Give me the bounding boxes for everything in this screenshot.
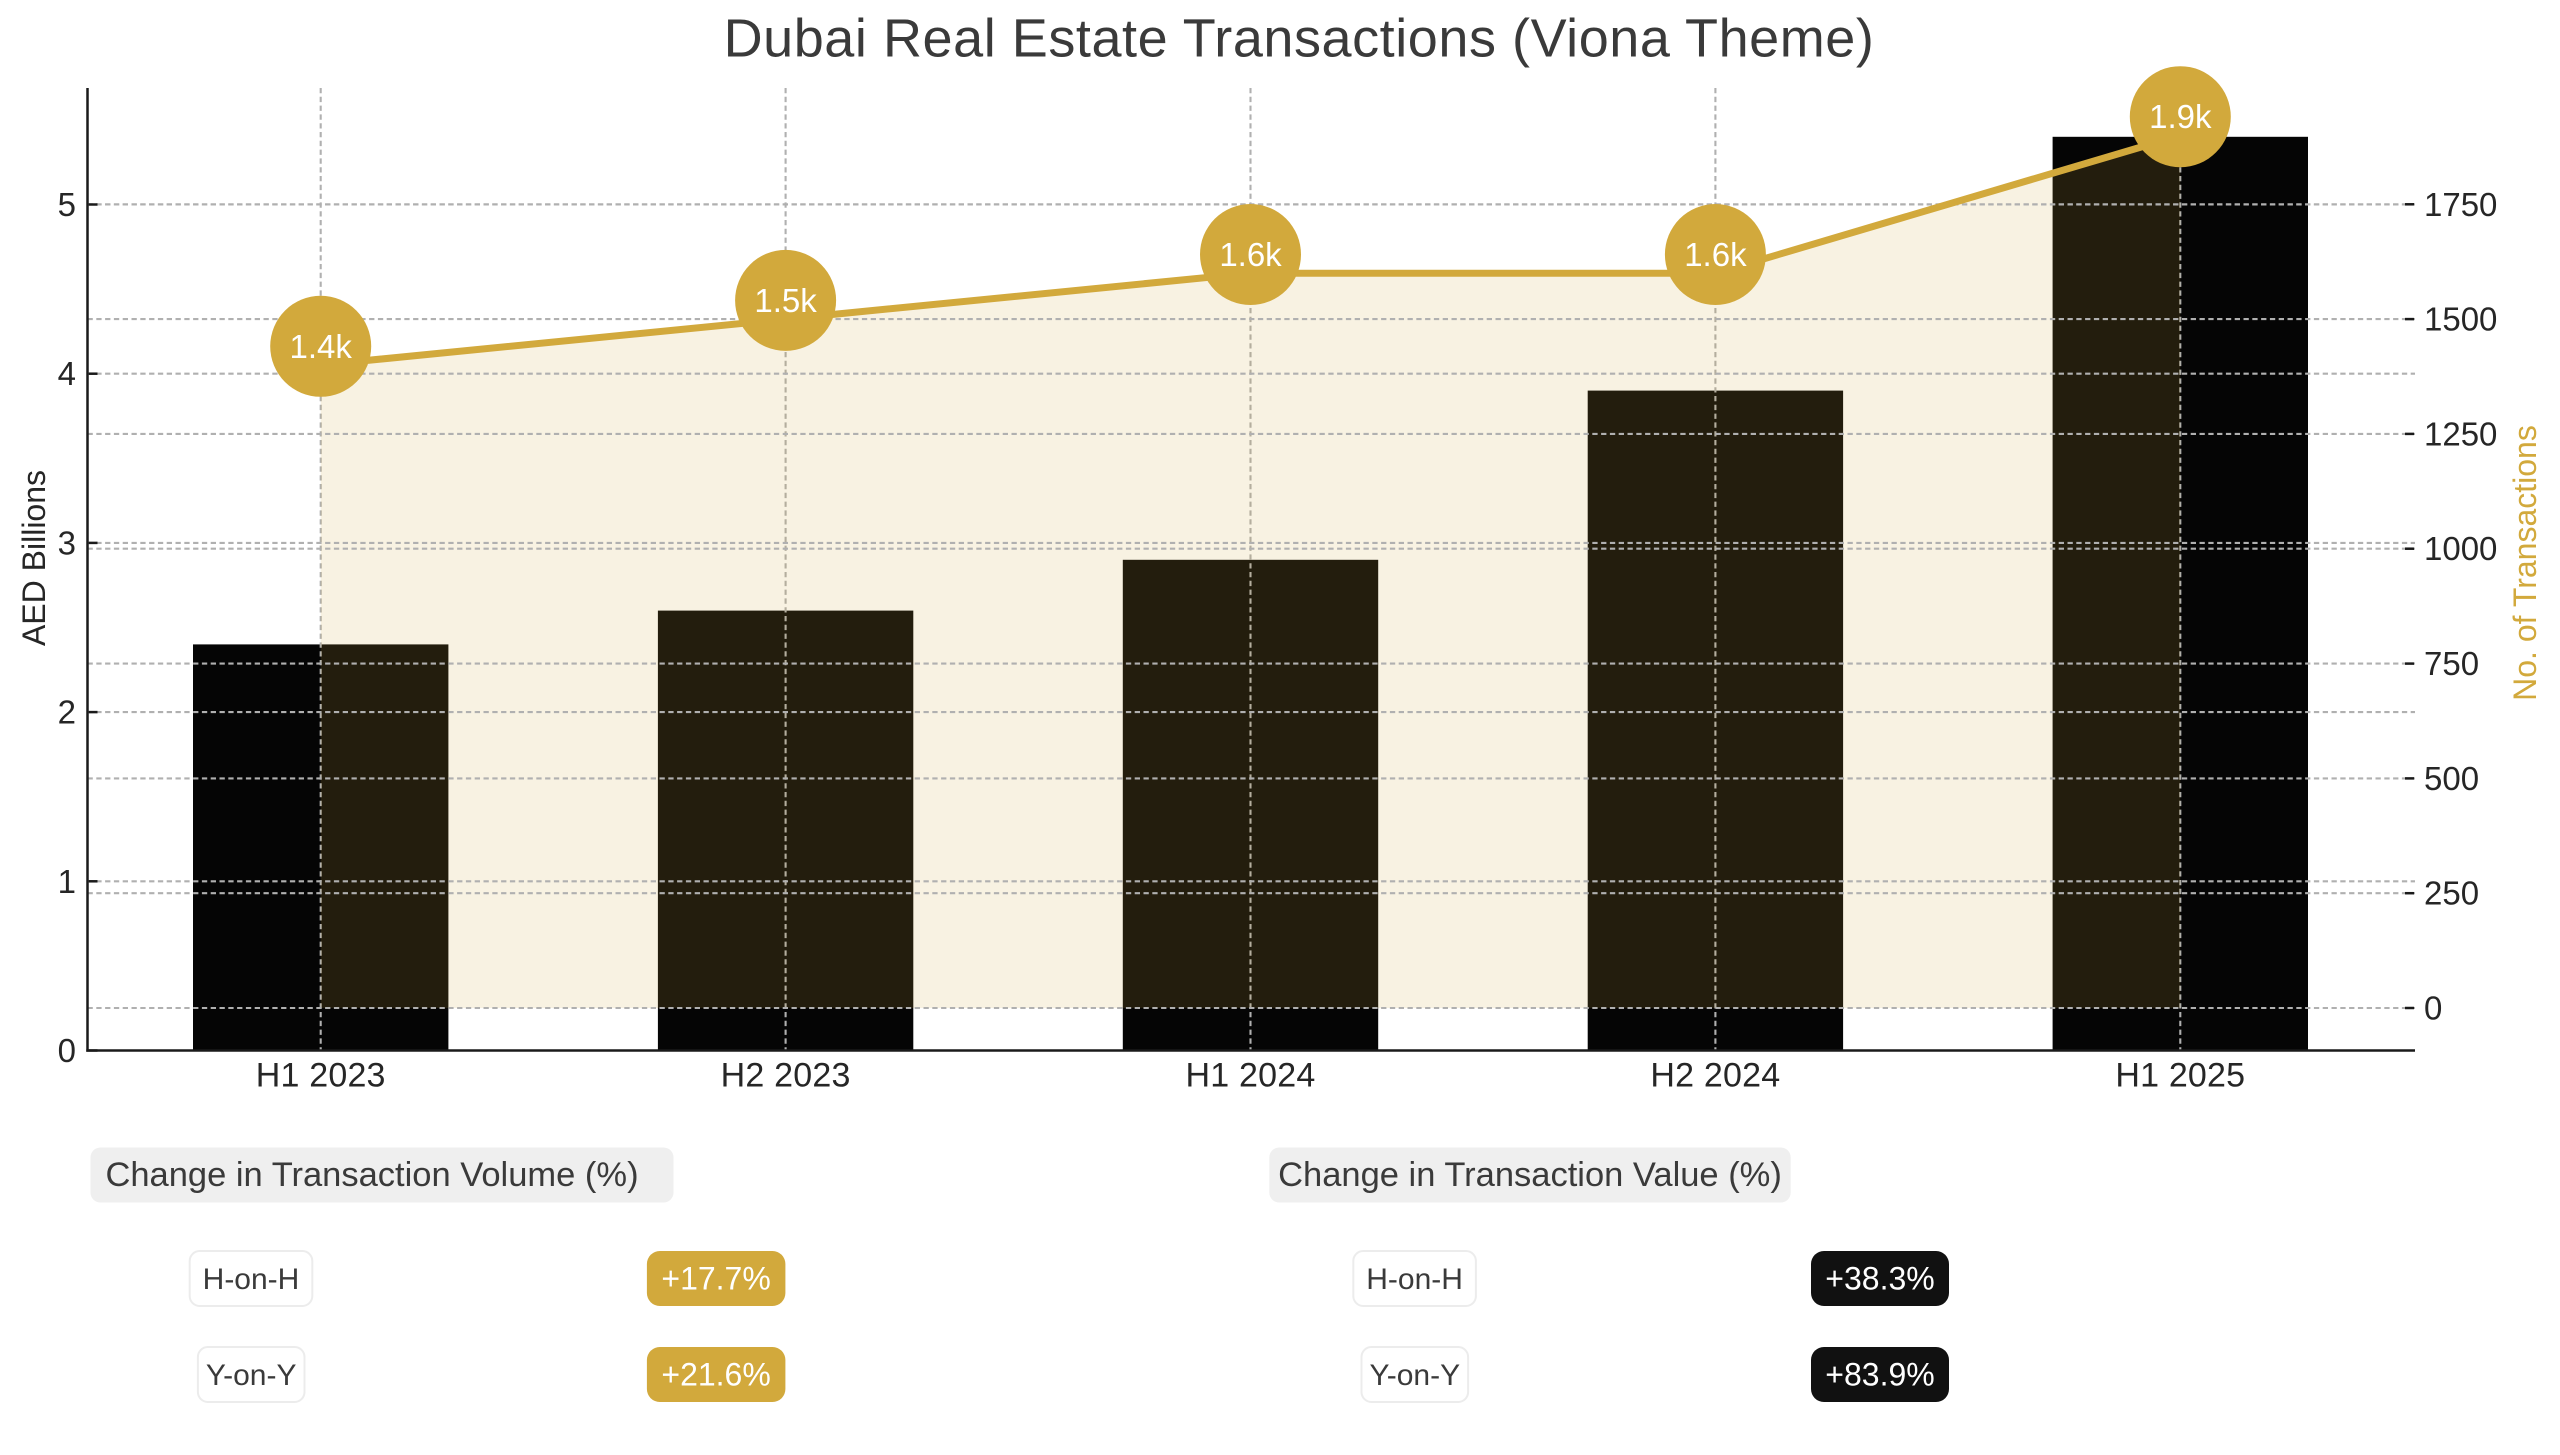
svg-text:H2 2024: H2 2024 xyxy=(1650,1056,1780,1094)
svg-text:+17.7%: +17.7% xyxy=(661,1261,770,1297)
svg-text:750: 750 xyxy=(2424,645,2479,682)
svg-text:+38.3%: +38.3% xyxy=(1825,1261,1934,1297)
svg-text:H-on-H: H-on-H xyxy=(203,1263,300,1296)
svg-text:Change in Transaction Volume (: Change in Transaction Volume (%) xyxy=(105,1156,638,1194)
svg-text:1000: 1000 xyxy=(2424,530,2497,567)
svg-text:1250: 1250 xyxy=(2424,415,2497,452)
svg-text:0: 0 xyxy=(2424,990,2442,1027)
svg-text:1.9k: 1.9k xyxy=(2149,98,2212,135)
svg-text:0: 0 xyxy=(58,1032,76,1069)
svg-text:H1 2023: H1 2023 xyxy=(256,1056,386,1094)
svg-text:4: 4 xyxy=(58,355,76,392)
svg-text:500: 500 xyxy=(2424,760,2479,797)
svg-text:+21.6%: +21.6% xyxy=(661,1357,770,1393)
svg-text:AED Billions: AED Billions xyxy=(16,470,52,646)
svg-text:1500: 1500 xyxy=(2424,301,2497,338)
svg-text:H2 2023: H2 2023 xyxy=(721,1056,851,1094)
svg-text:No. of Transactions: No. of Transactions xyxy=(2507,425,2543,701)
svg-text:+83.9%: +83.9% xyxy=(1825,1357,1934,1393)
svg-text:H-on-H: H-on-H xyxy=(1366,1263,1463,1296)
svg-text:3: 3 xyxy=(58,524,76,561)
svg-text:1.5k: 1.5k xyxy=(754,282,817,319)
svg-text:Y-on-Y: Y-on-Y xyxy=(1369,1359,1460,1392)
svg-text:H1 2024: H1 2024 xyxy=(1186,1056,1316,1094)
svg-text:250: 250 xyxy=(2424,875,2479,912)
svg-text:Y-on-Y: Y-on-Y xyxy=(206,1359,297,1392)
svg-text:2: 2 xyxy=(58,694,76,731)
svg-text:1.4k: 1.4k xyxy=(290,328,353,365)
svg-text:1.6k: 1.6k xyxy=(1219,236,1282,273)
svg-text:1: 1 xyxy=(58,863,76,900)
svg-text:5: 5 xyxy=(58,186,76,223)
svg-text:1.6k: 1.6k xyxy=(1684,236,1747,273)
svg-text:1750: 1750 xyxy=(2424,186,2497,223)
svg-text:Change in Transaction Value (%: Change in Transaction Value (%) xyxy=(1278,1156,1782,1194)
svg-text:Dubai Real Estate Transactions: Dubai Real Estate Transactions (Viona Th… xyxy=(724,9,1875,69)
svg-text:H1 2025: H1 2025 xyxy=(2115,1056,2245,1094)
